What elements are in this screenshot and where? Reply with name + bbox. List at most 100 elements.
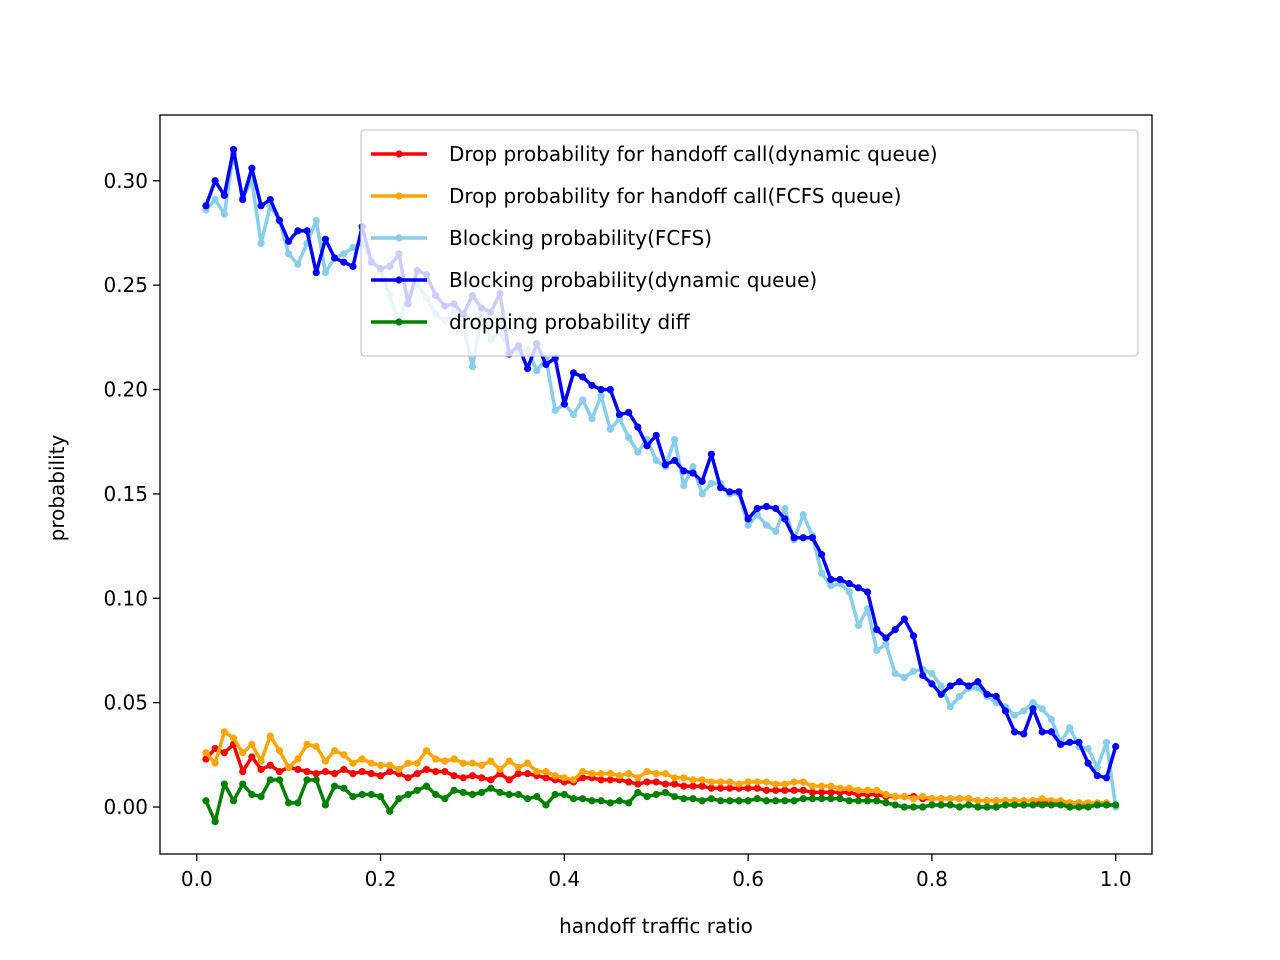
data-point xyxy=(1038,728,1046,736)
data-point xyxy=(634,774,642,782)
data-point xyxy=(772,797,780,805)
data-point xyxy=(340,784,348,792)
data-point xyxy=(753,795,761,803)
data-point xyxy=(762,521,771,529)
x-tick-label: 0.2 xyxy=(365,867,397,891)
legend-item: Blocking probability(dynamic queue) xyxy=(371,268,817,292)
data-point xyxy=(450,772,458,780)
data-point xyxy=(955,795,964,803)
data-point xyxy=(753,784,761,792)
data-point xyxy=(1084,744,1092,753)
data-point xyxy=(873,646,881,655)
data-point xyxy=(955,692,964,700)
data-point xyxy=(1112,801,1120,809)
data-point xyxy=(340,258,348,266)
data-point xyxy=(762,502,771,511)
y-tick-label: 0.30 xyxy=(103,169,148,193)
data-point xyxy=(257,792,265,801)
data-point xyxy=(735,488,743,496)
data-point xyxy=(266,761,274,769)
data-point xyxy=(1020,730,1028,738)
data-point xyxy=(845,588,853,596)
data-point xyxy=(422,747,431,755)
x-tick-label: 1.0 xyxy=(1100,867,1132,891)
data-point xyxy=(432,790,440,799)
data-point xyxy=(1066,738,1074,746)
data-point xyxy=(781,504,789,513)
data-point xyxy=(349,262,357,270)
data-point xyxy=(367,759,375,767)
data-point xyxy=(386,807,394,815)
data-point xyxy=(818,795,826,803)
data-point xyxy=(459,759,467,767)
data-point xyxy=(202,797,210,805)
data-point xyxy=(202,749,210,757)
legend-marker xyxy=(395,276,403,284)
plot-lines xyxy=(202,145,1120,826)
data-point xyxy=(891,801,899,809)
y-tick-label: 0.15 xyxy=(103,482,148,506)
data-point xyxy=(1011,801,1019,809)
data-point xyxy=(1038,801,1046,809)
data-point xyxy=(790,534,798,542)
series-line xyxy=(204,778,1116,824)
data-point xyxy=(882,634,890,642)
data-point xyxy=(597,770,605,778)
data-point xyxy=(680,795,688,803)
data-point xyxy=(468,772,477,780)
data-point xyxy=(937,795,945,803)
data-point xyxy=(781,515,789,523)
data-point xyxy=(432,755,440,763)
x-tick-label: 0.4 xyxy=(548,867,580,891)
data-point xyxy=(827,582,835,590)
data-point xyxy=(358,767,366,776)
data-point xyxy=(239,195,247,204)
data-point xyxy=(891,669,899,678)
data-point xyxy=(689,776,697,784)
data-point xyxy=(551,772,559,780)
data-point xyxy=(827,575,835,584)
data-point xyxy=(441,767,449,776)
data-point xyxy=(386,767,394,776)
data-point xyxy=(606,425,614,433)
data-point xyxy=(367,770,375,778)
data-point xyxy=(459,774,467,782)
legend-marker xyxy=(395,318,403,326)
data-point xyxy=(762,786,771,794)
data-point xyxy=(818,550,826,559)
data-point xyxy=(551,790,559,799)
data-point xyxy=(661,788,670,797)
data-point xyxy=(349,243,357,252)
data-point xyxy=(1075,803,1083,811)
data-point xyxy=(891,625,899,634)
data-point xyxy=(946,703,954,711)
data-point xyxy=(588,381,596,389)
data-point xyxy=(937,682,945,690)
data-point xyxy=(422,782,431,790)
data-point xyxy=(845,580,853,588)
data-point xyxy=(661,461,670,469)
series-line xyxy=(204,147,1118,780)
data-point xyxy=(220,191,228,199)
x-tick-label: 0.0 xyxy=(181,867,213,891)
data-point xyxy=(560,400,568,408)
data-point xyxy=(827,782,835,790)
data-point xyxy=(919,792,927,801)
data-point xyxy=(1047,715,1055,723)
data-point xyxy=(983,690,991,698)
data-point xyxy=(560,790,568,799)
data-point xyxy=(597,385,605,394)
data-point xyxy=(588,797,596,805)
data-point xyxy=(312,216,320,225)
data-point xyxy=(716,784,725,792)
data-point xyxy=(799,786,807,794)
data-point xyxy=(698,782,706,790)
data-point xyxy=(955,803,964,811)
data-point xyxy=(974,803,982,811)
data-point xyxy=(634,788,642,797)
data-point xyxy=(818,569,826,577)
data-point xyxy=(211,759,219,767)
data-point xyxy=(569,369,578,377)
data-point xyxy=(744,521,752,529)
data-point xyxy=(376,772,385,780)
